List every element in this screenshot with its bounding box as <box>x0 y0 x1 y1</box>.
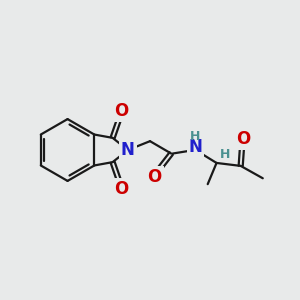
Text: O: O <box>114 102 129 120</box>
Text: O: O <box>114 180 129 198</box>
Text: O: O <box>236 130 251 148</box>
Text: N: N <box>188 138 202 156</box>
Text: N: N <box>121 141 135 159</box>
Text: H: H <box>220 148 230 160</box>
Text: H: H <box>190 130 200 143</box>
Text: O: O <box>148 168 162 186</box>
